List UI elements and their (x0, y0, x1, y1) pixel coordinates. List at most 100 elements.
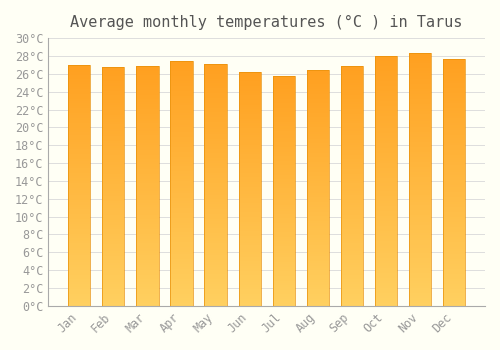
Bar (102, 124, 124, 126)
Bar (409, 192, 431, 195)
Bar (170, 127, 192, 130)
Bar (443, 246, 465, 249)
Bar (272, 140, 295, 142)
Bar (443, 130, 465, 133)
Bar (204, 139, 227, 141)
Bar (204, 149, 227, 151)
Bar (443, 212, 465, 215)
Bar (443, 254, 465, 257)
Bar (409, 56, 431, 58)
Bar (238, 177, 260, 180)
Bar (306, 233, 329, 235)
Bar (341, 140, 363, 142)
Bar (204, 238, 227, 240)
Bar (341, 150, 363, 152)
Bar (68, 106, 90, 108)
Bar (375, 116, 397, 118)
Bar (306, 172, 329, 174)
Bar (409, 243, 431, 245)
Bar (204, 267, 227, 270)
Bar (68, 84, 90, 86)
Bar (375, 111, 397, 113)
Bar (204, 277, 227, 279)
Bar (136, 258, 158, 260)
Bar (68, 265, 90, 267)
Bar (170, 286, 192, 289)
Bar (170, 220, 192, 223)
Bar (238, 275, 260, 278)
Bar (170, 61, 192, 64)
Bar (375, 236, 397, 238)
Bar (204, 287, 227, 289)
Bar (170, 254, 192, 257)
Bar (409, 99, 431, 101)
Bar (204, 243, 227, 245)
Bar (375, 176, 397, 178)
Bar (68, 255, 90, 258)
Bar (341, 145, 363, 147)
Bar (102, 141, 124, 143)
Bar (443, 266, 465, 269)
Bar (204, 88, 227, 91)
Bar (375, 173, 397, 176)
Bar (306, 136, 329, 139)
Bar (68, 125, 90, 127)
Bar (341, 68, 363, 71)
Bar (306, 75, 329, 77)
Bar (341, 147, 363, 150)
Bar (375, 93, 397, 96)
Bar (204, 173, 227, 175)
Bar (136, 234, 158, 236)
Bar (375, 263, 397, 266)
Bar (306, 226, 329, 228)
Bar (204, 209, 227, 211)
Bar (375, 66, 397, 69)
Bar (238, 166, 260, 168)
Bar (272, 117, 295, 119)
Bar (443, 125, 465, 128)
Bar (341, 66, 363, 306)
Bar (341, 219, 363, 222)
Bar (375, 286, 397, 288)
Bar (409, 268, 431, 271)
Bar (341, 292, 363, 294)
Bar (306, 77, 329, 80)
Bar (136, 186, 158, 188)
Bar (409, 202, 431, 205)
Bar (204, 141, 227, 144)
Bar (204, 144, 227, 146)
Bar (102, 246, 124, 248)
Bar (306, 91, 329, 94)
Bar (102, 136, 124, 139)
Bar (409, 258, 431, 260)
Bar (102, 122, 124, 124)
Bar (170, 264, 192, 267)
Bar (375, 98, 397, 101)
Bar (102, 119, 124, 122)
Bar (68, 195, 90, 197)
Bar (443, 93, 465, 96)
Bar (306, 134, 329, 136)
Bar (272, 78, 295, 80)
Bar (306, 186, 329, 188)
Bar (68, 200, 90, 202)
Bar (341, 205, 363, 208)
Bar (68, 301, 90, 303)
Bar (341, 162, 363, 164)
Bar (68, 137, 90, 140)
Bar (170, 235, 192, 237)
Bar (375, 178, 397, 181)
Bar (204, 71, 227, 74)
Bar (375, 81, 397, 83)
Bar (306, 240, 329, 242)
Bar (272, 303, 295, 306)
Bar (409, 81, 431, 84)
Bar (272, 218, 295, 220)
Bar (341, 253, 363, 255)
Bar (341, 172, 363, 174)
Bar (136, 107, 158, 109)
Bar (443, 190, 465, 192)
Bar (238, 266, 260, 268)
Bar (102, 196, 124, 198)
Bar (136, 176, 158, 178)
